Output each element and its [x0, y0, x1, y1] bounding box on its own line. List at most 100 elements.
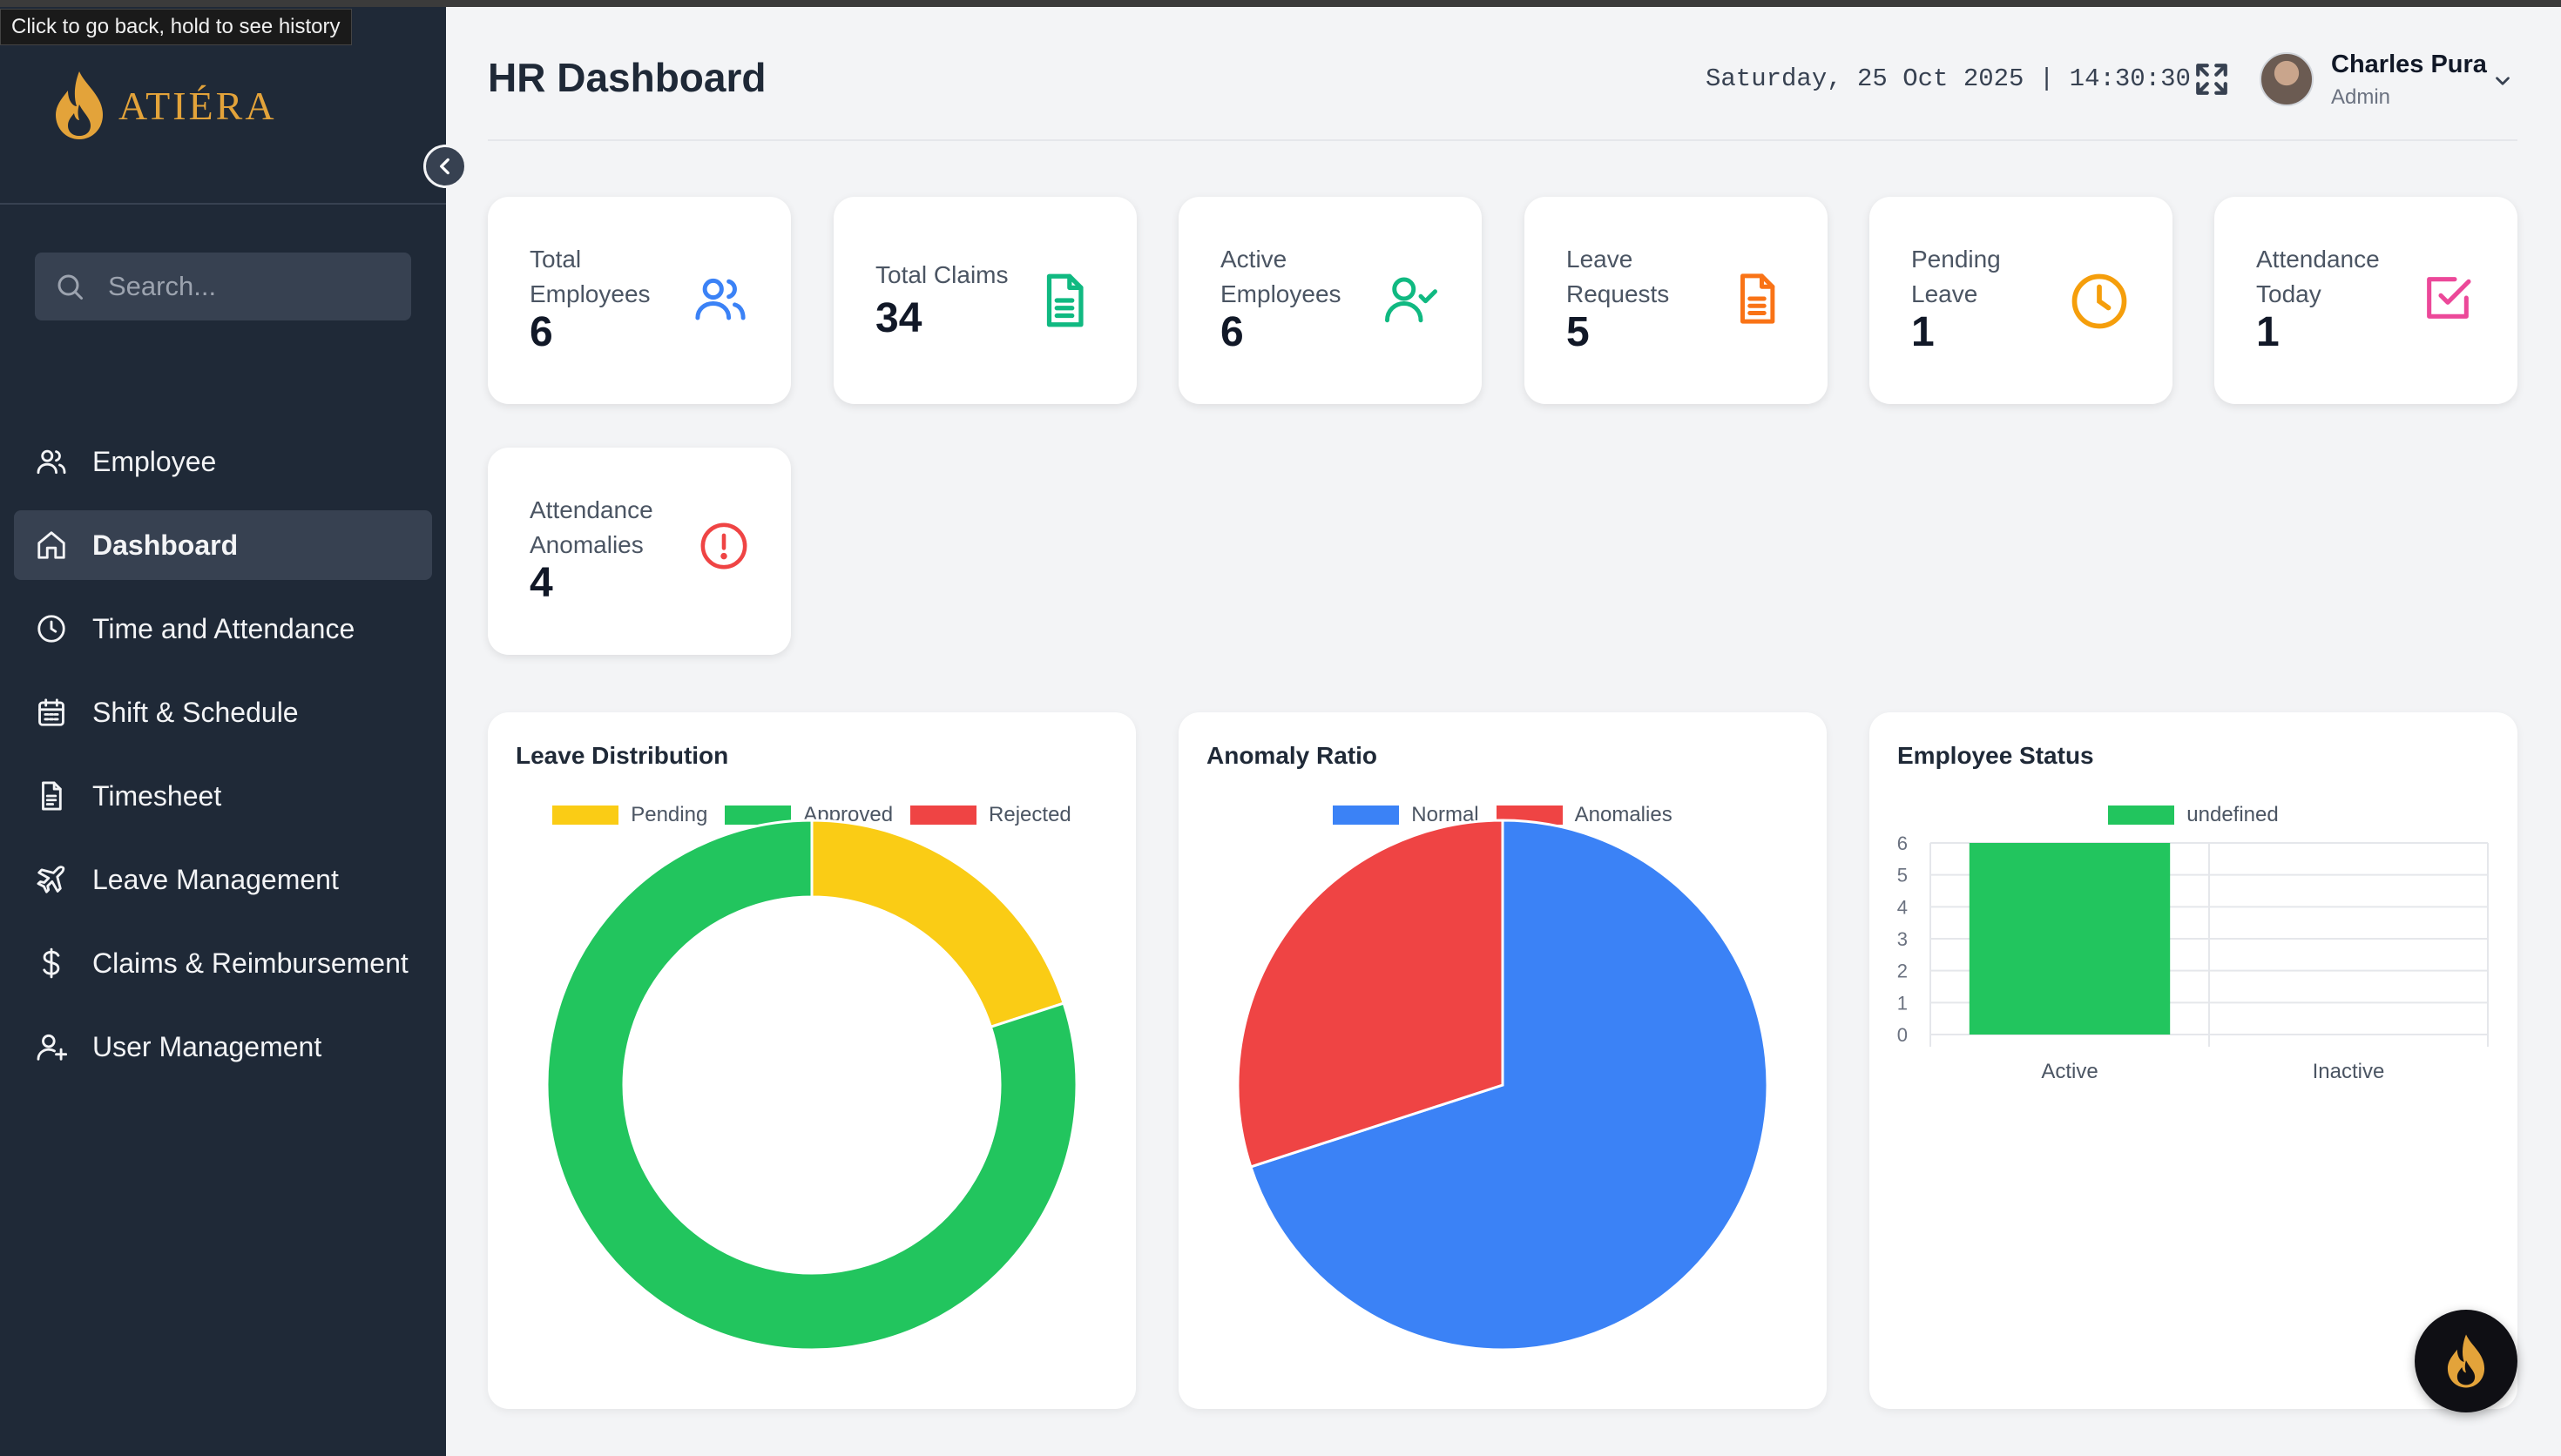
- sidebar-item-timesheet[interactable]: Timesheet: [14, 761, 432, 831]
- sidebar-item-time-attendance[interactable]: Time and Attendance: [14, 594, 432, 664]
- user-name[interactable]: Charles Pura: [2331, 51, 2487, 78]
- stat-label: Total Employees: [530, 246, 651, 307]
- sidebar-item-claims[interactable]: Claims & Reimbursement: [14, 928, 432, 998]
- calendar-icon: [35, 696, 68, 729]
- chevron-left-icon: [440, 158, 449, 175]
- chart-title: Employee Status: [1897, 742, 2094, 769]
- y-tick-label: 1: [1897, 992, 1908, 1014]
- assistant-fab[interactable]: [2415, 1310, 2517, 1412]
- stat-card-leave-requests[interactable]: Leave Requests 5: [1524, 197, 1828, 404]
- chart-legend: undefined: [1869, 803, 2517, 827]
- sidebar-item-label: Shift & Schedule: [92, 696, 299, 728]
- stat-value: 6: [1220, 309, 1244, 355]
- checkbox-icon: [2427, 277, 2471, 319]
- leave-distribution-chart[interactable]: [488, 712, 1136, 1409]
- dollar-icon: [35, 947, 68, 980]
- chevron-down-icon: [2496, 77, 2510, 85]
- stat-card-active-employees[interactable]: Active Employees 6: [1179, 197, 1482, 404]
- sidebar-collapse-button[interactable]: [423, 145, 467, 188]
- users-icon: [35, 445, 68, 478]
- sidebar-divider: [0, 203, 446, 205]
- anomaly-ratio-chart[interactable]: [1179, 712, 1827, 1409]
- sidebar: ATIÉRA Employee Dashboard Time and Atten…: [0, 7, 446, 1456]
- sidebar-item-label: Dashboard: [92, 529, 239, 561]
- y-tick-label: 4: [1897, 896, 1908, 918]
- y-tick-label: 5: [1897, 865, 1908, 886]
- document-icon: [35, 779, 68, 812]
- stat-card-total-claims[interactable]: Total Claims 34: [834, 197, 1137, 404]
- browser-top-bar: [0, 0, 2561, 7]
- chart-title: Anomaly Ratio: [1206, 742, 1378, 769]
- user-menu-toggle[interactable]: [2491, 70, 2514, 97]
- clock-icon: [2071, 273, 2127, 329]
- sidebar-item-label: Time and Attendance: [92, 612, 355, 644]
- sidebar-item-label: Timesheet: [92, 779, 222, 812]
- page-title: HR Dashboard: [488, 55, 767, 100]
- stat-value: 1: [2256, 309, 2280, 355]
- y-tick-label: 6: [1897, 832, 1908, 854]
- chart-legend: Pending Approved Rejected: [488, 803, 1136, 827]
- stat-card-attendance-today[interactable]: Attendance Today 1: [2214, 197, 2517, 404]
- legend-item-rejected[interactable]: Rejected: [910, 803, 1071, 827]
- flame-logo-icon: [56, 71, 103, 139]
- stat-label: Pending Leave: [1911, 246, 2001, 307]
- stat-value: 4: [530, 560, 553, 606]
- stat-label: Leave Requests: [1566, 246, 1670, 307]
- search-box[interactable]: [35, 253, 411, 320]
- stat-value: 1: [1911, 309, 1935, 355]
- stat-label: Active Employees: [1220, 246, 1341, 307]
- sidebar-item-leave-management[interactable]: Leave Management: [14, 845, 432, 914]
- expand-icon: [2196, 64, 2227, 95]
- fullscreen-button[interactable]: [2193, 61, 2230, 102]
- user-plus-icon: [35, 1030, 68, 1063]
- pie-slice-pending[interactable]: [810, 819, 1066, 1029]
- stat-label: Attendance Anomalies: [530, 496, 653, 558]
- document-icon: [1046, 273, 1084, 327]
- users-icon: [695, 278, 746, 320]
- brand-logo[interactable]: ATIÉRA: [51, 70, 277, 141]
- sidebar-item-dashboard[interactable]: Dashboard: [14, 510, 432, 580]
- sidebar-nav: Employee Dashboard Time and Attendance S…: [14, 427, 432, 1095]
- pie-slice-anomalies[interactable]: [1236, 819, 1504, 1169]
- search-input[interactable]: [106, 270, 397, 303]
- header-divider: [488, 139, 2517, 141]
- bar-active[interactable]: [1969, 843, 2171, 1035]
- sidebar-item-label: User Management: [92, 1030, 322, 1062]
- stat-value: 34: [875, 295, 922, 341]
- avatar[interactable]: [2260, 52, 2314, 106]
- legend-item-series[interactable]: undefined: [2108, 803, 2279, 827]
- pie-slice-approved[interactable]: [545, 819, 1078, 1352]
- sidebar-item-user-management[interactable]: User Management: [14, 1012, 432, 1082]
- stat-card-total-employees[interactable]: Total Employees 6: [488, 197, 791, 404]
- search-icon: [57, 274, 83, 300]
- plane-icon: [35, 863, 68, 896]
- sidebar-item-shift-schedule[interactable]: Shift & Schedule: [14, 677, 432, 747]
- document-icon: [1740, 273, 1775, 324]
- y-tick-label: 2: [1897, 961, 1908, 982]
- home-icon: [35, 529, 68, 562]
- sidebar-item-label: Leave Management: [92, 863, 339, 895]
- brand-name: ATIÉRA: [118, 83, 277, 128]
- leave-distribution-panel: Leave Distribution Pending Approved Reje…: [488, 712, 1136, 1409]
- employee-status-panel: Employee Status undefined 0 1 2 3 4 5 6 Active I…: [1869, 712, 2517, 1409]
- alert-icon: [700, 522, 747, 570]
- sidebar-item-label: Employee: [92, 445, 217, 477]
- stat-card-attendance-anomalies[interactable]: Attendance Anomalies 4: [488, 448, 791, 655]
- employee-status-chart[interactable]: 0 1 2 3 4 5 6 Active Inactive: [1869, 712, 2517, 1409]
- y-tick-label: 0: [1897, 1024, 1908, 1046]
- sidebar-item-label: Claims & Reimbursement: [92, 947, 409, 979]
- pie-slice-normal[interactable]: [1248, 819, 1769, 1352]
- stat-value: 6: [530, 309, 553, 355]
- stat-label: Attendance Today: [2256, 246, 2380, 307]
- back-button-tooltip: Click to go back, hold to see history: [0, 9, 352, 45]
- clock-icon: [35, 612, 68, 645]
- x-tick-label: Active: [2041, 1060, 2098, 1083]
- y-tick-label: 3: [1897, 928, 1908, 950]
- flame-icon: [2447, 1334, 2485, 1388]
- legend-item-pending[interactable]: Pending: [552, 803, 707, 827]
- user-check-icon: [1385, 277, 1437, 323]
- sidebar-item-employee[interactable]: Employee: [14, 427, 432, 496]
- stat-card-pending-leave[interactable]: Pending Leave 1: [1869, 197, 2172, 404]
- stat-value: 5: [1566, 309, 1590, 355]
- chart-title: Leave Distribution: [516, 742, 729, 769]
